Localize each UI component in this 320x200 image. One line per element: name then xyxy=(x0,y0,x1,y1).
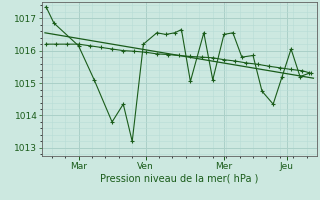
X-axis label: Pression niveau de la mer( hPa ): Pression niveau de la mer( hPa ) xyxy=(100,173,258,183)
